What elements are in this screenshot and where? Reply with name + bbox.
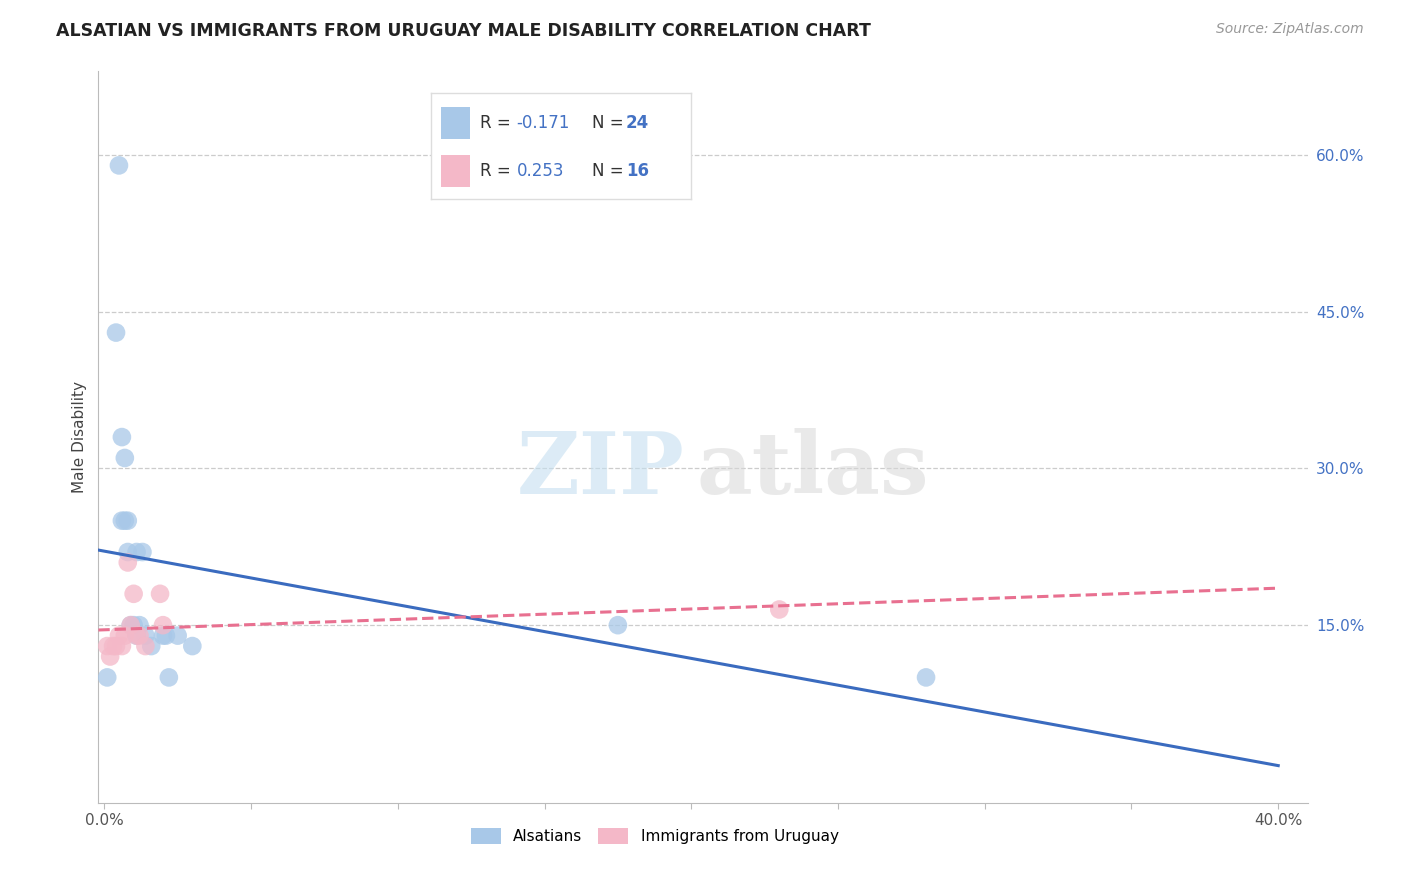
Point — [915, 670, 938, 684]
Point — [108, 158, 131, 172]
Point — [606, 618, 628, 632]
Point — [96, 639, 118, 653]
Point — [111, 514, 134, 528]
Point — [155, 629, 177, 643]
Text: atlas: atlas — [697, 428, 929, 512]
Point — [114, 450, 136, 465]
Point — [105, 326, 128, 340]
Text: ZIP: ZIP — [517, 428, 685, 512]
Point — [152, 618, 174, 632]
Point — [141, 639, 163, 653]
Point — [131, 545, 153, 559]
Point — [101, 639, 124, 653]
Point — [120, 618, 142, 632]
Point — [122, 618, 145, 632]
Point — [114, 514, 136, 528]
Point — [108, 629, 131, 643]
Point — [117, 514, 139, 528]
Point — [134, 629, 156, 643]
Point — [117, 556, 139, 570]
Y-axis label: Male Disability: Male Disability — [72, 381, 87, 493]
Point — [128, 618, 150, 632]
Point — [98, 649, 121, 664]
Point — [181, 639, 204, 653]
Point — [152, 629, 174, 643]
Point — [120, 618, 142, 632]
Point — [125, 629, 148, 643]
Point — [105, 639, 128, 653]
Point — [768, 602, 790, 616]
Text: ALSATIAN VS IMMIGRANTS FROM URUGUAY MALE DISABILITY CORRELATION CHART: ALSATIAN VS IMMIGRANTS FROM URUGUAY MALE… — [56, 22, 872, 40]
Point — [134, 639, 156, 653]
Point — [117, 545, 139, 559]
Point — [111, 639, 134, 653]
Point — [149, 587, 172, 601]
Point — [114, 629, 136, 643]
Point — [122, 587, 145, 601]
Point — [128, 629, 150, 643]
Point — [125, 545, 148, 559]
Point — [111, 430, 134, 444]
Point — [125, 629, 148, 643]
Point — [166, 629, 188, 643]
Legend: Alsatians, Immigrants from Uruguay: Alsatians, Immigrants from Uruguay — [464, 822, 845, 850]
Text: Source: ZipAtlas.com: Source: ZipAtlas.com — [1216, 22, 1364, 37]
Point — [96, 670, 118, 684]
Point — [157, 670, 180, 684]
